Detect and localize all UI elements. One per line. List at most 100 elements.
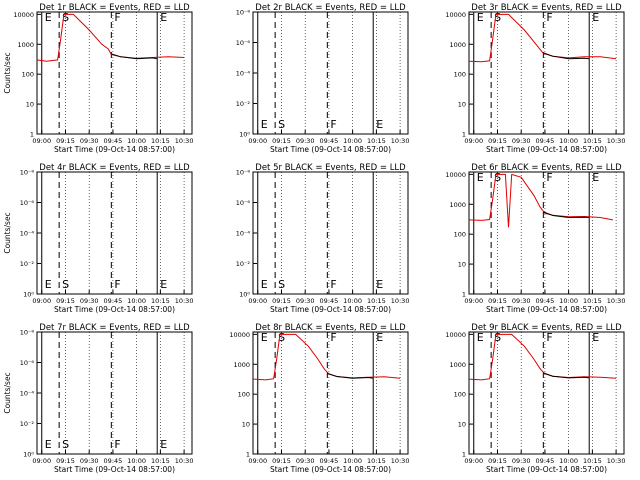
panel-title: Det 3r BLACK = Events, RED = LLD xyxy=(471,3,622,13)
marker-label: F xyxy=(114,438,120,451)
marker-label: E xyxy=(261,118,268,131)
x-tick-label: 09:45 xyxy=(320,137,339,145)
x-tick-label: 10:30 xyxy=(175,137,194,145)
x-tick-label: 10:00 xyxy=(343,297,362,305)
y-tick-label: 10000 xyxy=(445,11,466,19)
x-tick-label: 09:45 xyxy=(320,457,339,465)
y-axis-label: Counts/sec xyxy=(3,212,12,253)
marker-label: E xyxy=(376,278,383,291)
marker-label: S xyxy=(62,11,69,24)
x-tick-label: 09:15 xyxy=(56,457,75,465)
x-tick-label: 09:30 xyxy=(512,137,531,145)
x-axis-label: Start Time (09-Oct-14 08:57:00) xyxy=(486,465,607,474)
x-tick-label: 10:30 xyxy=(607,137,626,145)
x-tick-label: 10:30 xyxy=(175,457,194,465)
x-tick-label: 09:00 xyxy=(32,297,51,305)
x-axis-label: Start Time (09-Oct-14 08:57:00) xyxy=(486,145,607,154)
y-tick-label: 10⁰ xyxy=(239,131,250,139)
marker-label: E xyxy=(45,11,52,24)
x-axis-label: Start Time (09-Oct-14 08:57:00) xyxy=(54,305,175,314)
y-tick-label: 100 xyxy=(454,391,466,399)
x-tick-label: 10:30 xyxy=(391,457,410,465)
y-tick-label: 10⁰ xyxy=(23,451,34,459)
x-tick-label: 09:15 xyxy=(488,137,507,145)
y-tick-label: 10⁻⁶ xyxy=(20,359,35,367)
plot-frame xyxy=(36,171,193,295)
series-black xyxy=(543,211,590,219)
marker-label: F xyxy=(546,11,552,24)
marker-label: E xyxy=(160,11,167,24)
marker-label: S xyxy=(494,331,501,344)
y-tick-label: 10 xyxy=(242,421,250,429)
panel-6: Det 6r BLACK = Events, RED = LLD 1 10 100 10… xyxy=(445,163,625,314)
y-tick-label: 10⁻⁴ xyxy=(20,230,35,238)
y-tick-label: 10⁻⁶ xyxy=(236,199,251,207)
y-tick-label: 10000 xyxy=(445,171,466,179)
y-tick-label: 10⁻⁴ xyxy=(20,390,35,398)
y-tick-label: 1 xyxy=(462,131,466,139)
x-tick-label: 09:00 xyxy=(464,457,483,465)
x-tick-label: 10:00 xyxy=(127,297,146,305)
panel-title: Det 6r BLACK = Events, RED = LLD xyxy=(471,163,622,173)
x-tick-label: 09:15 xyxy=(56,297,75,305)
x-tick-label: 09:15 xyxy=(488,297,507,305)
x-tick-label: 09:30 xyxy=(296,137,315,145)
panel-3: Det 3r BLACK = Events, RED = LLD 1 10 100 10… xyxy=(445,3,625,154)
x-axis-label: Start Time (09-Oct-14 08:57:00) xyxy=(270,465,391,474)
x-tick-label: 09:45 xyxy=(536,137,555,145)
y-tick-label: 10⁻⁸ xyxy=(236,9,251,17)
marker-label: E xyxy=(160,438,167,451)
x-axis-label: Start Time (09-Oct-14 08:57:00) xyxy=(270,305,391,314)
x-axis-label: Start Time (09-Oct-14 08:57:00) xyxy=(54,145,175,154)
x-axis-label: Start Time (09-Oct-14 08:57:00) xyxy=(486,305,607,314)
y-tick-label: 1000 xyxy=(449,201,466,209)
y-tick-label: 10 xyxy=(26,101,34,109)
marker-label: S xyxy=(278,118,285,131)
x-tick-label: 09:00 xyxy=(32,457,51,465)
plot-frame xyxy=(468,11,625,135)
marker-label: S xyxy=(494,11,501,24)
x-tick-label: 09:30 xyxy=(80,137,99,145)
x-tick-label: 09:45 xyxy=(104,137,123,145)
x-tick-label: 09:30 xyxy=(512,457,531,465)
panel-title: Det 8r BLACK = Events, RED = LLD xyxy=(255,323,406,333)
y-tick-label: 1 xyxy=(246,451,250,459)
x-axis-label: Start Time (09-Oct-14 08:57:00) xyxy=(270,145,391,154)
marker-label: F xyxy=(114,278,120,291)
marker-label: E xyxy=(376,118,383,131)
x-tick-label: 09:00 xyxy=(248,457,267,465)
x-tick-label: 09:30 xyxy=(512,297,531,305)
marker-label: F xyxy=(546,171,552,184)
y-tick-label: 10 xyxy=(458,421,466,429)
panel-title: Det 2r BLACK = Events, RED = LLD xyxy=(255,3,406,13)
x-tick-label: 09:45 xyxy=(320,297,339,305)
x-tick-label: 10:00 xyxy=(343,457,362,465)
panel-title: Det 1r BLACK = Events, RED = LLD xyxy=(39,3,190,13)
x-tick-label: 10:00 xyxy=(559,297,578,305)
marker-label: S xyxy=(62,438,69,451)
x-tick-label: 09:45 xyxy=(104,457,123,465)
marker-label: F xyxy=(330,118,336,131)
panel-title: Det 7r BLACK = Events, RED = LLD xyxy=(39,323,190,333)
plot-frame xyxy=(36,11,193,135)
x-tick-label: 10:00 xyxy=(127,137,146,145)
y-tick-label: 10⁻⁸ xyxy=(20,329,35,337)
x-tick-label: 09:30 xyxy=(80,457,99,465)
panel-title: Det 9r BLACK = Events, RED = LLD xyxy=(471,323,622,333)
x-tick-label: 09:45 xyxy=(536,297,555,305)
x-tick-label: 09:45 xyxy=(536,457,555,465)
x-tick-label: 10:15 xyxy=(367,137,386,145)
series-red xyxy=(468,13,617,63)
y-tick-label: 100 xyxy=(238,391,250,399)
marker-label: E xyxy=(477,331,484,344)
x-tick-label: 10:15 xyxy=(151,137,170,145)
plot-frame xyxy=(252,171,409,295)
x-tick-label: 09:45 xyxy=(104,297,123,305)
y-tick-label: 10000 xyxy=(13,11,34,19)
y-tick-label: 10⁻⁸ xyxy=(20,169,35,177)
plot-frame xyxy=(252,331,409,455)
series-red xyxy=(468,173,613,228)
y-tick-label: 10 xyxy=(458,261,466,269)
x-tick-label: 10:15 xyxy=(583,457,602,465)
